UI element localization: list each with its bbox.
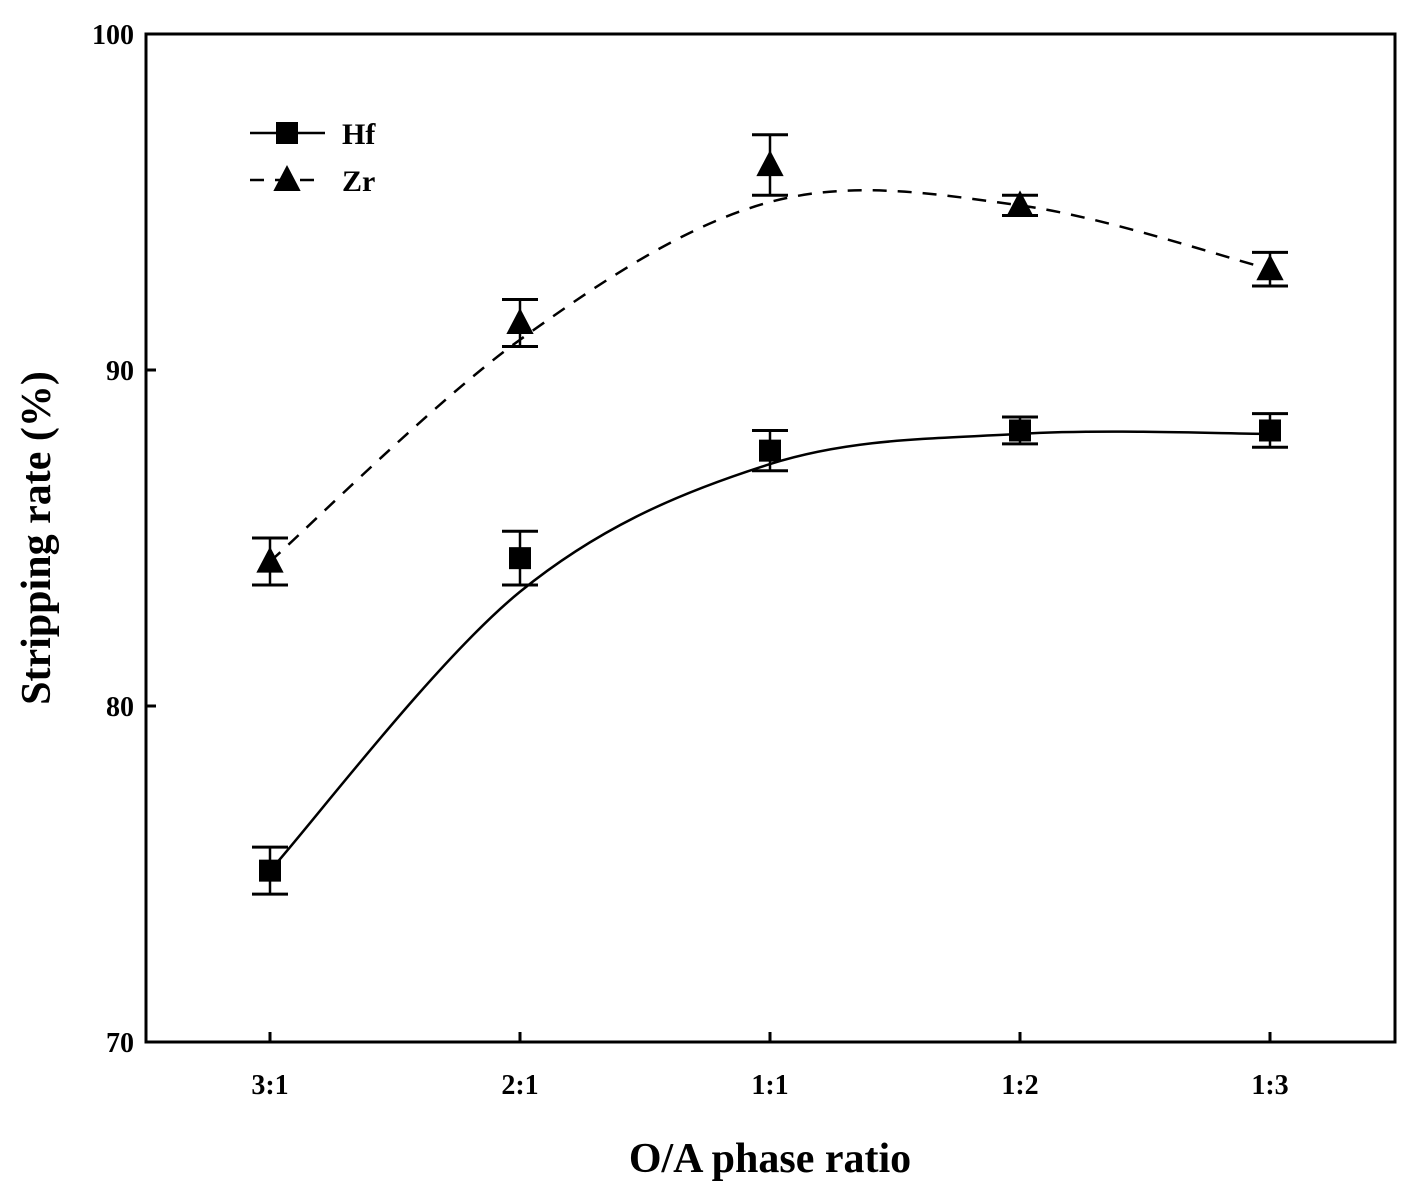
marker-hf-4 bbox=[1259, 419, 1281, 442]
legend-label-zr: Zr bbox=[342, 165, 375, 198]
axis-ticks: 70 80 90 100 3:1 2:1 1:1 1:2 1:3 bbox=[92, 20, 1289, 1101]
y-tick-label-1: 80 bbox=[106, 692, 134, 723]
x-tick-label-3: 1:2 bbox=[1001, 1070, 1038, 1101]
data-markers bbox=[256, 150, 1284, 882]
x-tick-label-2: 1:1 bbox=[751, 1070, 788, 1101]
marker-zr-4 bbox=[1256, 254, 1284, 281]
x-tick-label-4: 1:3 bbox=[1251, 1070, 1288, 1101]
marker-zr-0 bbox=[256, 546, 284, 573]
y-axis-title: Stripping rate (%) bbox=[14, 371, 60, 705]
error-bars bbox=[252, 133, 1288, 896]
legend-marker-zr bbox=[273, 165, 301, 192]
marker-zr-2 bbox=[756, 150, 784, 177]
legend-marker-hf bbox=[276, 122, 298, 144]
fit-curve-hf bbox=[269, 430, 1271, 872]
marker-hf-1 bbox=[509, 547, 531, 570]
marker-hf-2 bbox=[759, 439, 781, 462]
x-tick-label-1: 2:1 bbox=[501, 1070, 538, 1101]
fit-curves bbox=[269, 189, 1271, 872]
y-tick-label-3: 100 bbox=[92, 20, 134, 51]
marker-zr-1 bbox=[506, 308, 534, 335]
marker-zr-3 bbox=[1006, 190, 1034, 217]
y-tick-label-2: 90 bbox=[106, 356, 134, 387]
y-tick-label-0: 70 bbox=[106, 1028, 134, 1059]
legend-label-hf: Hf bbox=[342, 118, 376, 151]
legend: Hf Zr bbox=[250, 118, 376, 198]
fit-curve-zr bbox=[269, 189, 1271, 563]
x-tick-label-0: 3:1 bbox=[251, 1070, 288, 1101]
x-axis-title: O/A phase ratio bbox=[629, 1136, 911, 1182]
marker-hf-0 bbox=[259, 859, 281, 882]
marker-hf-3 bbox=[1009, 419, 1031, 442]
